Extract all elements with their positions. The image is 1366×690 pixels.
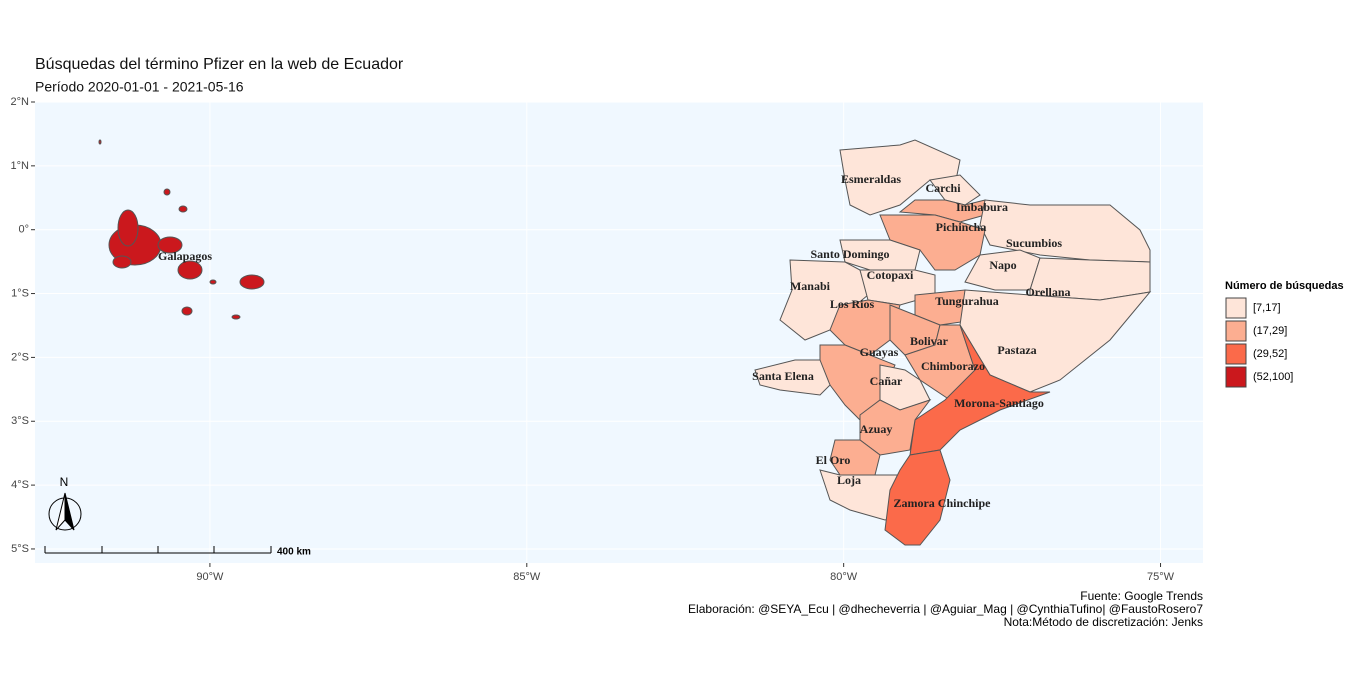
province-label: Esmeraldas [841, 172, 901, 186]
province-label: Galapagos [158, 249, 212, 263]
province-label: Azuay [860, 422, 893, 436]
y-tick-label: 0° [18, 224, 29, 236]
scale-bar [44, 546, 272, 554]
scale-label: 400 km [277, 547, 311, 558]
province-label: Cañar [870, 374, 903, 388]
y-tick-label: 4°S [11, 479, 29, 491]
y-tick-label: 1°S [11, 287, 29, 299]
x-tick-label: 85°W [513, 571, 541, 583]
legend-swatch [1225, 343, 1247, 365]
province [163, 188, 171, 196]
province [239, 274, 265, 290]
y-tick-label: 3°S [11, 415, 29, 427]
province-label: Carchi [925, 181, 961, 195]
y-tick-label: 2°S [11, 351, 29, 363]
province-label: Morona-Santiago [954, 396, 1044, 410]
province-label: Napo [989, 258, 1016, 272]
province-label: Bolivar [910, 334, 949, 348]
legend-title: Número de búsquedas [1225, 280, 1344, 292]
province [929, 174, 981, 206]
north-arrow [48, 492, 82, 531]
province-label: Zamora Chinchipe [893, 496, 991, 510]
province [117, 209, 139, 247]
province-label: Orellana [1025, 285, 1070, 299]
y-tick-label: 1°N [11, 160, 30, 172]
legend-label: [7,17] [1253, 302, 1281, 314]
province-label: Santo Domingo [810, 247, 889, 261]
province-label: Los Rios [830, 297, 875, 311]
y-tick-label: 5°S [11, 543, 29, 555]
province [979, 199, 1151, 263]
province [181, 306, 193, 316]
legend-swatch [1225, 297, 1247, 319]
province [829, 299, 901, 356]
province [754, 359, 831, 396]
province [177, 260, 203, 280]
x-tick-label: 90°W [196, 571, 224, 583]
province-label: Cotopaxi [867, 268, 914, 282]
province [112, 255, 132, 269]
province-label: Santa Elena [752, 369, 814, 383]
legend-label: (17,29] [1253, 325, 1287, 337]
x-tick-label: 80°W [830, 571, 858, 583]
title: Búsquedas del término Pfizer en la web d… [35, 56, 404, 73]
north-label: N [60, 475, 69, 489]
province [231, 314, 241, 320]
province [884, 449, 951, 546]
province-label: Loja [837, 473, 861, 487]
caption: Elaboración: @SEYA_Ecu | @dhecheverria |… [688, 602, 1203, 616]
province-label: Guayas [860, 345, 899, 359]
province-label: Imbabura [956, 200, 1008, 214]
province [209, 279, 217, 285]
province [909, 324, 1051, 456]
province-label: Tungurahua [935, 294, 999, 308]
caption: Fuente: Google Trends [1080, 589, 1203, 603]
caption: Nota:Método de discretización: Jenks [1004, 615, 1203, 629]
province-label: Manabi [790, 279, 831, 293]
province [178, 205, 188, 213]
province [98, 139, 102, 145]
province-label: Pastaza [997, 343, 1036, 357]
province [914, 289, 976, 326]
subtitle: Período 2020-01-01 - 2021-05-16 [35, 79, 244, 95]
province [157, 236, 183, 254]
legend-label: (52,100] [1253, 371, 1293, 383]
province-label: Pichincha [936, 220, 987, 234]
province-label: El Oro [816, 453, 851, 467]
x-tick-label: 75°W [1147, 571, 1175, 583]
y-tick-label: 2°N [11, 96, 30, 108]
legend-label: (29,52] [1253, 348, 1287, 360]
province-label: Chimborazo [921, 359, 985, 373]
province-label: Sucumbios [1006, 236, 1062, 250]
legend-swatch [1225, 320, 1247, 342]
legend-swatch [1225, 366, 1247, 388]
